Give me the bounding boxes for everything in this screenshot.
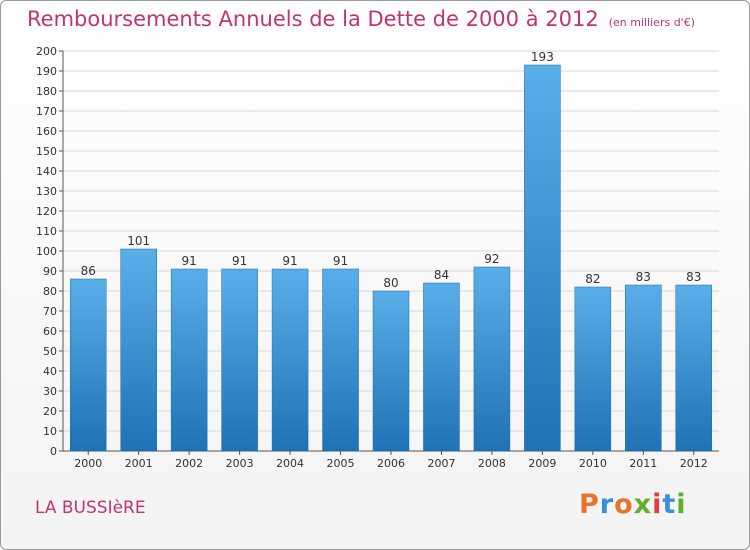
bar-value-label: 92 <box>484 252 499 266</box>
proxiti-logo: Proxiti <box>579 489 687 520</box>
bar <box>221 268 258 452</box>
bar <box>423 282 460 452</box>
y-tick-label: 10 <box>43 425 57 438</box>
y-tick-label: 130 <box>36 185 57 198</box>
bar-value-label: 91 <box>333 254 348 268</box>
bar <box>625 284 662 452</box>
y-tick-label: 50 <box>43 345 57 358</box>
x-tick-label: 2007 <box>427 457 455 470</box>
town-name: LA BUSSIèRE <box>35 498 146 518</box>
x-tick-label: 2000 <box>74 457 102 470</box>
bar <box>675 284 713 452</box>
y-tick-label: 170 <box>36 105 57 118</box>
chart-title-text: Remboursements Annuels de la Dette de 20… <box>27 7 599 31</box>
bar-value-label: 193 <box>531 50 554 64</box>
y-tick-label: 100 <box>36 245 57 258</box>
x-tick-label: 2006 <box>377 457 405 470</box>
y-tick-label: 40 <box>43 365 57 378</box>
x-tick-label: 2008 <box>478 457 506 470</box>
bar-value-label: 82 <box>585 272 600 286</box>
y-tick-label: 0 <box>50 445 57 458</box>
x-tick-label: 2002 <box>175 457 203 470</box>
y-tick-label: 140 <box>36 165 57 178</box>
y-tick-label: 70 <box>43 305 57 318</box>
bar <box>473 266 511 452</box>
bar-value-label: 84 <box>434 268 449 282</box>
bar-value-label: 91 <box>282 254 297 268</box>
y-tick-label: 200 <box>36 45 57 58</box>
bar-value-label: 91 <box>232 254 247 268</box>
bar <box>120 248 157 452</box>
bar <box>524 64 561 452</box>
bar <box>372 290 410 452</box>
bar <box>574 286 612 452</box>
x-tick-label: 2003 <box>226 457 254 470</box>
x-tick-label: 2005 <box>327 457 355 470</box>
bar-value-label: 80 <box>383 276 398 290</box>
y-tick-label: 160 <box>36 125 57 138</box>
y-tick-label: 30 <box>43 385 57 398</box>
bar <box>271 268 309 452</box>
y-tick-label: 180 <box>36 85 57 98</box>
y-tick-label: 90 <box>43 265 57 278</box>
x-tick-label: 2004 <box>276 457 304 470</box>
logo-letter: x <box>633 489 653 520</box>
logo-letter: i <box>652 489 663 520</box>
y-tick-label: 60 <box>43 325 57 338</box>
y-tick-label: 120 <box>36 205 57 218</box>
x-tick-label: 2009 <box>528 457 556 470</box>
y-tick-label: 150 <box>36 145 57 158</box>
y-tick-label: 110 <box>36 225 57 238</box>
chart-title: Remboursements Annuels de la Dette de 20… <box>27 7 695 31</box>
logo-letter: o <box>614 489 634 520</box>
bar-value-label: 86 <box>81 264 96 278</box>
y-tick-label: 80 <box>43 285 57 298</box>
logo-letter: i <box>676 489 687 520</box>
y-tick-label: 20 <box>43 405 57 418</box>
x-tick-label: 2001 <box>125 457 153 470</box>
bar-value-label: 83 <box>686 270 701 284</box>
y-tick-label: 190 <box>36 65 57 78</box>
bar-value-label: 101 <box>127 234 150 248</box>
x-tick-label: 2010 <box>579 457 607 470</box>
bar-value-label: 91 <box>182 254 197 268</box>
bar <box>69 278 107 452</box>
chart-unit: (en milliers d'€) <box>608 16 695 29</box>
bar <box>322 268 359 452</box>
bar-value-label: 83 <box>636 270 651 284</box>
logo-letter: t <box>662 489 677 520</box>
bar <box>170 268 208 452</box>
x-tick-label: 2011 <box>629 457 657 470</box>
x-tick-label: 2012 <box>680 457 708 470</box>
logo-letter: r <box>599 489 615 520</box>
logo-letter: P <box>579 489 600 520</box>
